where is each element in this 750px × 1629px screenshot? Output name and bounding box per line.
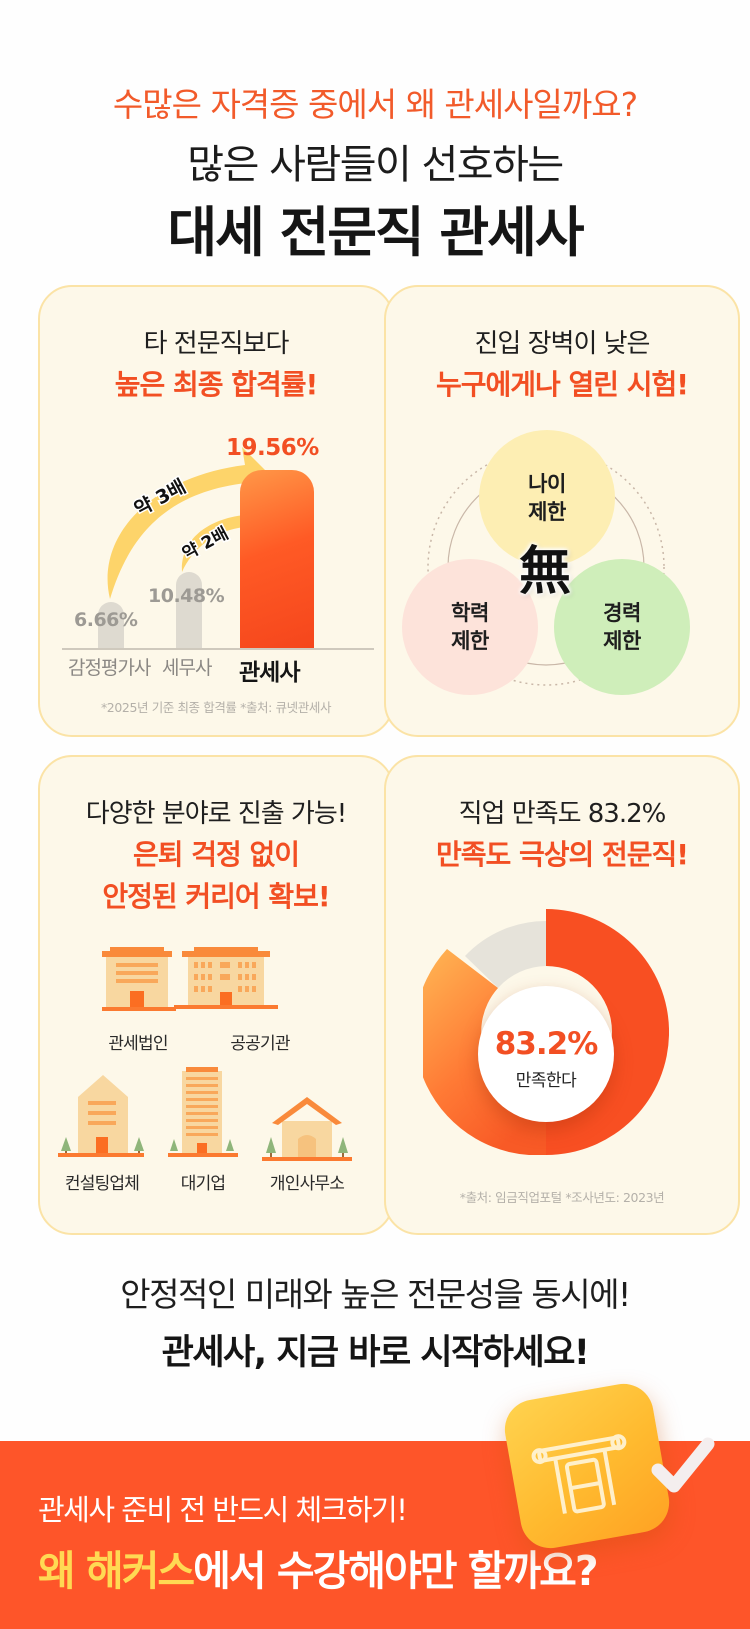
education-limit-circle: 학력 제한 [402,559,538,695]
card-title: 다양한 분야로 진출 가능! [85,799,347,829]
check-mark-icon [651,1437,715,1493]
donut-center-label: 만족한다 [515,1071,577,1091]
entry-barrier-card: 진입 장벽이 낮은 누구에게나 열린 시험! 나이 제한 학력 제한 경력 제한 無 [384,285,740,737]
chart-baseline [62,648,374,650]
place-label: 개인사무소 [269,1174,345,1194]
place-label: 대기업 [180,1174,226,1194]
experience-limit-circle: 경력 제한 [554,559,690,695]
card-title: 타 전문직보다 [143,329,290,359]
no-limit-char: 無 [519,541,572,602]
law-firm-building-icon [102,947,176,1011]
place-label: 관세법인 [108,1034,168,1054]
hero-title: 대세 전문직 관세사 [0,188,750,267]
age-limit-circle: 나이 제한 [479,430,615,566]
bar-tax-accountant [176,572,202,648]
corporation-tower-icon [168,1067,238,1157]
place-label: 공공기관 [230,1034,290,1054]
card-title: 진입 장벽이 낮은 [474,329,651,359]
pass-rate-bar-chart: 약 3배 약 2배 6.66% 10.48% 19.56% 감정평가사 세무사 … [40,287,392,735]
donut-center-value: 83.2% [494,1026,599,1062]
card-highlight-line1: 은퇴 걱정 없이 [132,838,300,871]
growth-arrows-icon: 약 3배 약 2배 [107,447,268,599]
banner-highlight: 왜 해커스 [38,1547,195,1595]
hero-kicker: 수많은 자격증 중에서 왜 관세사일까요? [112,85,638,124]
donut-center: 83.2% 만족한다 [478,986,614,1122]
bar-value: 6.66% [74,609,138,631]
career-card: 다양한 분야로 진출 가능! 은퇴 걱정 없이 안정된 커리어 확보! 관세법인… [38,755,394,1235]
card-title: 직업 만족도 83.2% [458,799,667,829]
place-label: 컨설팅업체 [64,1174,140,1194]
bar-appraiser [98,602,124,648]
card-highlight: 만족도 극상의 전문직! [435,838,689,871]
satisfaction-card: 직업 만족도 83.2% 만족도 극상의 전문직! 83.2% 만족한다 *출처… [384,755,740,1235]
public-institution-building-icon [174,947,278,1009]
source-note: *출처: 임금직업포털 *조사년도: 2023년 [459,1190,665,1205]
private-office-house-icon [262,1097,352,1161]
bar-value-main: 19.56% [226,435,319,461]
closing-line2: 관세사, 지금 바로 시작하세요! [161,1333,590,1373]
card-highlight: 누구에게나 열린 시험! [435,368,689,401]
hero-title-highlight: 관세사 [439,188,584,267]
hero-subtitle: 많은 사람들이 선호하는 [187,142,564,188]
bar-label-main: 관세사 [239,660,300,686]
banner-line2: 왜 해커스에서 수강해야만 할까요? [38,1547,599,1595]
card-highlight-line2: 안정된 커리어 확보! [102,880,330,913]
banner-line1: 관세사 준비 전 반드시 체크하기! [38,1493,408,1527]
bar-customs-broker [240,470,314,648]
card-highlight: 높은 최종 합격률! [114,368,319,401]
bar-label: 감정평가사 [68,657,151,679]
bar-value: 10.48% [148,585,225,607]
closing-line1: 안정적인 미래와 높은 전문성을 동시에! [120,1275,631,1314]
hero-header: 수많은 자격증 중에서 왜 관세사일까요? 많은 사람들이 선호하는 대세 전문… [0,0,750,270]
closing-message: 안정적인 미래와 높은 전문성을 동시에! 관세사, 지금 바로 시작하세요! [0,1268,750,1375]
consulting-building-icon [58,1075,144,1157]
pillar-badge-icon [500,1379,674,1553]
bar-label: 세무사 [162,657,212,679]
pass-rate-card: 타 전문직보다 높은 최종 합격률! 약 3배 약 2배 6.66% 10.48… [38,285,394,737]
hero-title-prefix: 대세 전문직 [167,201,440,264]
source-note: *2025년 기준 최종 합격률 *출처: 큐넷관세사 [100,700,332,715]
